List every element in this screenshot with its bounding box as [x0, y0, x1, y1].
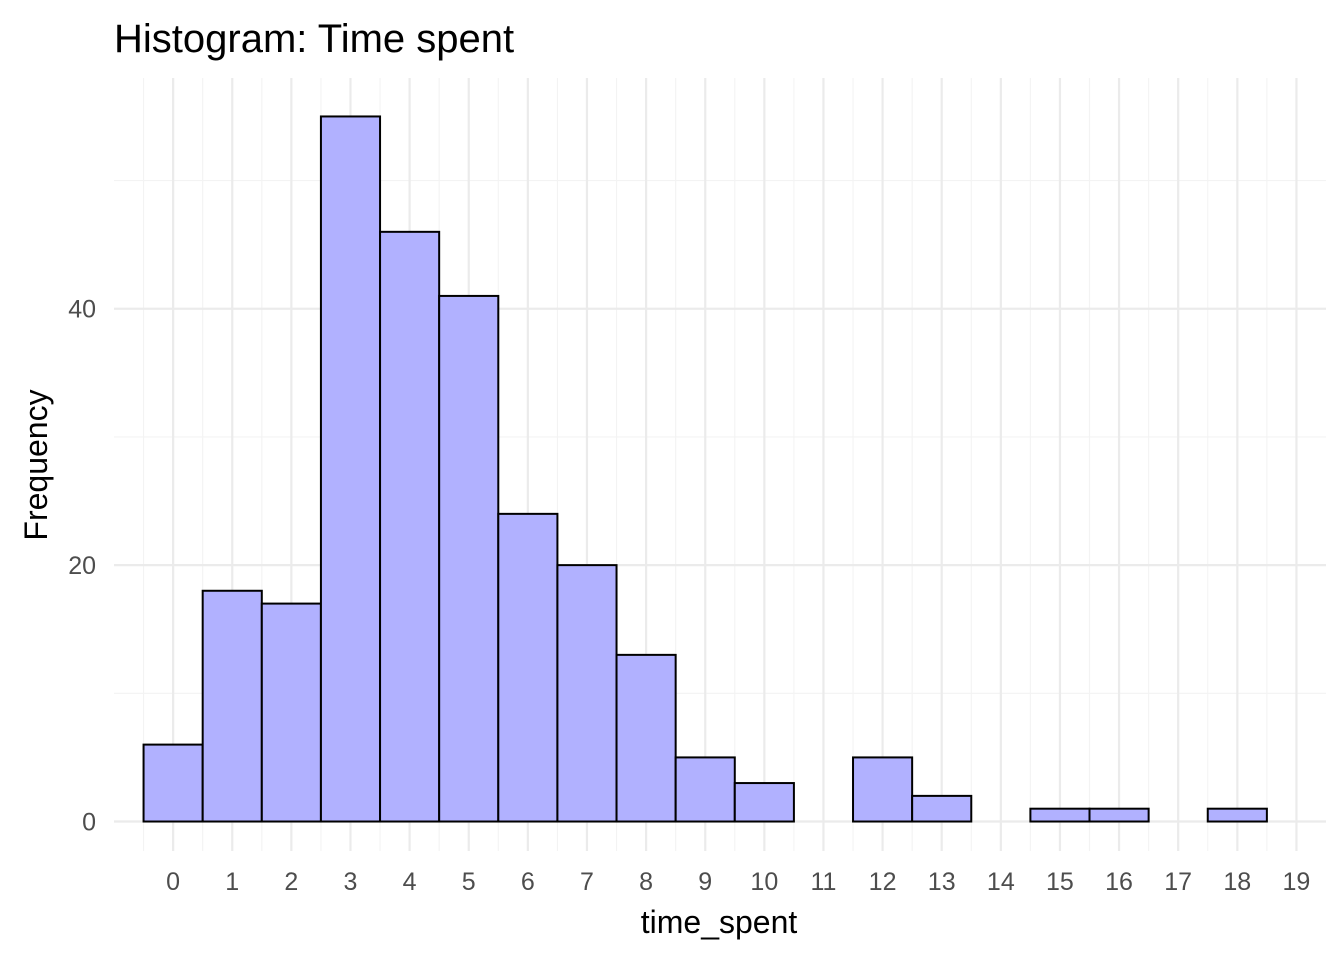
x-tick-label: 11: [810, 868, 836, 896]
x-tick-label: 7: [580, 868, 594, 896]
x-tick-label: 9: [698, 868, 712, 896]
x-tick-label: 6: [521, 868, 535, 896]
x-tick-label: 15: [1046, 868, 1074, 896]
histogram-bar: [379, 230, 441, 823]
chart-title: Histogram: Time spent: [114, 17, 514, 61]
histogram-bar: [556, 564, 618, 823]
x-tick-label: 3: [344, 868, 358, 896]
y-axis-title: Frequency: [18, 389, 54, 540]
x-tick-label: 8: [639, 868, 653, 896]
histogram-bar: [733, 782, 795, 823]
histogram-bar: [438, 294, 500, 823]
y-tick-label: 0: [82, 809, 96, 837]
x-axis-title: time_spent: [641, 904, 798, 940]
histogram-bar: [319, 115, 382, 823]
histogram-bar: [852, 756, 914, 823]
histogram-bar: [201, 589, 263, 823]
x-tick-label: 2: [284, 868, 298, 896]
histogram-bar: [1206, 807, 1268, 823]
grid-lines: [114, 78, 1326, 851]
x-tick-label: 17: [1164, 868, 1192, 896]
histogram-bar: [674, 756, 736, 823]
x-tick-label: 4: [403, 868, 417, 896]
histogram-bar: [911, 794, 973, 823]
x-axis-tick-labels: 0 1 2 3 4 5 6 7 8 9 10 11 12 13 14 15 16 17 18 19: [166, 868, 1310, 896]
y-axis-tick-labels: 0 20 40: [68, 296, 96, 837]
x-tick-label: 0: [166, 868, 180, 896]
x-tick-label: 19: [1283, 868, 1311, 896]
x-tick-label: 16: [1105, 868, 1133, 896]
x-tick-label: 1: [225, 868, 239, 896]
x-tick-label: 12: [869, 868, 897, 896]
histogram-bar: [1029, 807, 1091, 823]
x-tick-label: 13: [928, 868, 956, 896]
y-tick-label: 20: [68, 552, 96, 580]
histogram-bar: [615, 653, 677, 823]
x-tick-label: 5: [462, 868, 476, 896]
x-tick-label: 18: [1223, 868, 1251, 896]
y-tick-label: 40: [68, 296, 96, 324]
histogram-bars: [142, 115, 1268, 823]
histogram-bar: [142, 743, 204, 823]
histogram-bar: [497, 512, 559, 823]
x-tick-label: 10: [750, 868, 778, 896]
histogram-bar: [260, 602, 322, 823]
histogram-bar: [1088, 807, 1150, 823]
x-tick-label: 14: [987, 868, 1015, 896]
